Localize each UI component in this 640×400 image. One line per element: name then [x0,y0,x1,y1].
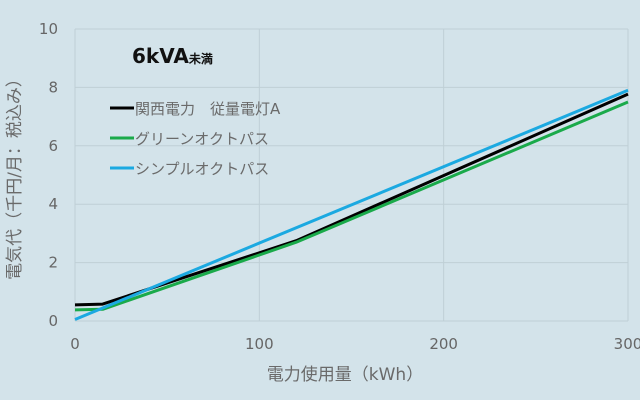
chart-title-suffix: 未満 [188,51,213,66]
series-line-2 [74,88,629,321]
chart-title: 6kVA未満 [132,44,213,68]
x-tick-label: 0 [70,335,80,353]
y-tick-label: 10 [39,20,58,38]
series-line-0 [74,92,629,307]
series-line-1 [74,100,629,312]
y-tick-label: 8 [48,78,58,96]
legend-item: シンプルオクトパス [110,160,269,178]
legend-label: シンプルオクトパス [135,160,269,178]
y-tick-label: 0 [48,312,58,330]
y-tick-label: 2 [48,254,58,272]
x-tick-label: 300 [614,335,640,353]
x-axis-ticks: 0 100 200 300 [70,335,640,353]
legend-label: 関西電力 従量電灯A [135,100,281,118]
x-tick-label: 100 [245,335,274,353]
x-axis-label: 電力使用量（kWh） [267,364,423,385]
y-tick-label: 4 [48,195,58,213]
legend-label: グリーンオクトパス [135,130,269,148]
y-axis-ticks: 0 2 4 6 8 10 [39,20,58,330]
chart-title-main: 6kVA [132,44,189,68]
x-tick-label: 200 [429,335,458,353]
y-tick-label: 6 [48,137,58,155]
y-axis-label: 電気代（千円/月：税込み） [5,70,25,280]
series-lines [74,88,629,321]
legend-item: 関西電力 従量電灯A [110,100,281,118]
legend-item: グリーンオクトパス [110,130,269,148]
